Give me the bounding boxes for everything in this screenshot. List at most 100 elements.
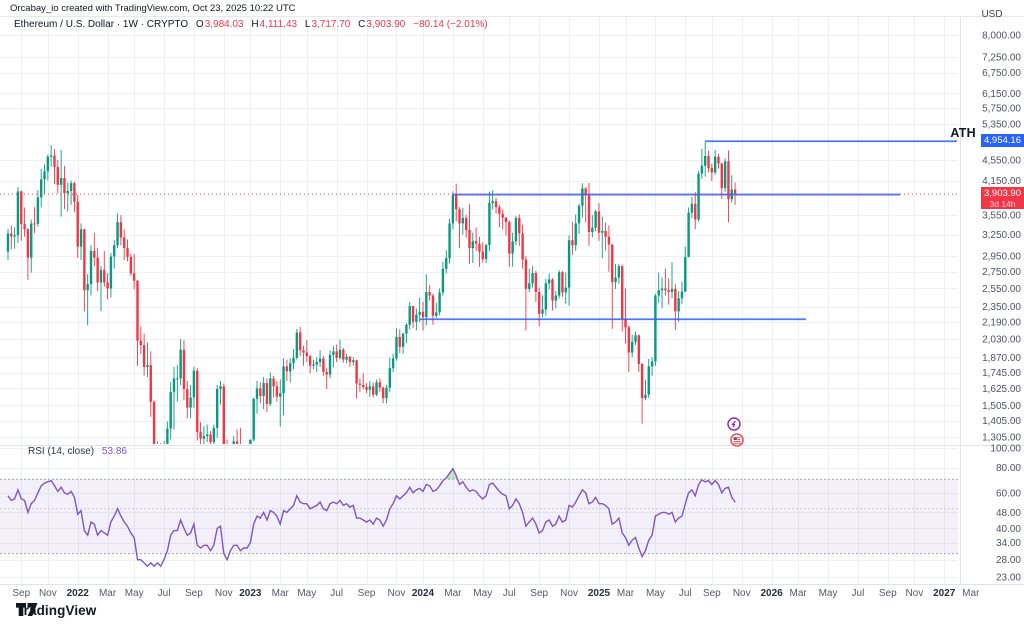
- symbol-legend: Ethereum / U.S. Dollar · 1W · CRYPTO O3,…: [14, 19, 488, 30]
- price-tick-label: 6,750.00: [982, 68, 1021, 79]
- price-tick-label: 1,305.00: [982, 433, 1021, 444]
- price-tick-label: 1,505.00: [982, 401, 1021, 412]
- time-tick-label: Nov: [560, 588, 578, 599]
- rsi-label: RSI (14, close): [28, 446, 95, 457]
- pane-separators: [0, 17, 1024, 585]
- rsi-band: [0, 478, 958, 555]
- rsi-tick-label: 23.00: [996, 572, 1021, 583]
- price-tick-label: 3,250.00: [982, 230, 1021, 241]
- grid-lines: [0, 17, 958, 584]
- high-label: H: [251, 19, 259, 30]
- last-price-badge: 3,903.90 3d 14h: [981, 187, 1024, 209]
- tradingview-logo-text: TradingView: [16, 603, 97, 618]
- open-value: 3,984.03: [204, 19, 244, 30]
- time-tick-label: Nov: [215, 588, 233, 599]
- change-value: −80.14 (−2.01%): [413, 19, 488, 30]
- price-tick-label: 8,000.00: [982, 31, 1021, 42]
- us-flag-event-icon[interactable]: [730, 433, 744, 447]
- time-tick-label: Sep: [12, 588, 30, 599]
- time-tick-label: Sep: [185, 588, 203, 599]
- rsi-tick-label: 80.00: [996, 463, 1021, 474]
- time-tick-label: Nov: [905, 588, 923, 599]
- time-tick-label: Mar: [962, 588, 980, 599]
- rsi-line: [7, 467, 736, 568]
- time-tick-label: Sep: [530, 588, 548, 599]
- time-axis[interactable]: Sep Nov 2022 Mar May Jul Sep Nov 2023 Mar May Jul Se…: [12, 588, 980, 599]
- price-tick-label: 2,550.00: [982, 284, 1021, 295]
- time-tick-label: Jul: [852, 588, 865, 599]
- time-tick-label: 2024: [412, 588, 435, 599]
- currency-label: USD: [981, 9, 1003, 20]
- time-tick-label: Sep: [358, 588, 376, 599]
- last-price-value: 3,903.90: [984, 188, 1021, 199]
- time-tick-label: Mar: [617, 588, 635, 599]
- time-tick-label: Nov: [388, 588, 406, 599]
- high-value: 4,111.43: [259, 19, 298, 30]
- price-tick-label: 5,350.00: [982, 120, 1021, 131]
- price-tick-label: 2,950.00: [982, 252, 1021, 263]
- time-tick-label: Jul: [330, 588, 343, 599]
- rsi-tick-label: 28.00: [996, 555, 1021, 566]
- header-divider: [0, 16, 1024, 17]
- price-tick-label: 1,870.00: [982, 353, 1021, 364]
- time-tick-label: Jul: [679, 588, 692, 599]
- open-label: O: [195, 19, 204, 30]
- price-tick-label: 1,625.00: [982, 384, 1021, 395]
- price-tick-label: 4,150.00: [982, 176, 1021, 187]
- purple-event-icon[interactable]: [727, 417, 741, 431]
- tradingview-logo-icon: [16, 603, 38, 616]
- symbol-title: Ethereum / U.S. Dollar · 1W · CRYPTO: [14, 19, 189, 30]
- attribution-text: Orcabay_io created with TradingView.com,…: [10, 3, 296, 14]
- price-tick-label: 2,030.00: [982, 335, 1021, 346]
- price-tick-label: 4,550.00: [982, 156, 1021, 167]
- rsi-tick-label: 60.00: [996, 488, 1021, 499]
- close-value: 3,903.90: [366, 19, 406, 30]
- time-tick-label: May: [125, 588, 144, 599]
- bar-countdown: 3d 14h: [989, 199, 1016, 209]
- low-label: L: [304, 19, 311, 30]
- time-tick-label: 2025: [588, 588, 611, 599]
- ath-price-badge: 4,954.16: [981, 134, 1024, 147]
- price-tick-label: 1,745.00: [982, 368, 1021, 379]
- price-tick-label: 5,750.00: [982, 104, 1021, 115]
- price-tick-label: 1,405.00: [982, 416, 1021, 427]
- time-tick-label: May: [819, 588, 838, 599]
- price-tick-label: 2,750.00: [982, 267, 1021, 278]
- time-tick-label: 2027: [933, 588, 956, 599]
- rsi-indicator-legend: RSI (14, close) 53.86: [28, 446, 127, 457]
- time-tick-label: May: [473, 588, 492, 599]
- time-tick-label: 2023: [239, 588, 262, 599]
- time-tick-label: May: [646, 588, 665, 599]
- ath-annotation: ATH: [950, 126, 976, 140]
- time-tick-label: Mar: [444, 588, 462, 599]
- rsi-tick-label: 48.00: [996, 508, 1021, 519]
- time-tick-label: 2026: [760, 588, 783, 599]
- time-tick-label: Mar: [99, 588, 117, 599]
- price-tick-label: 2,350.00: [982, 302, 1021, 313]
- time-tick-label: Mar: [272, 588, 290, 599]
- candlestick-series: [6, 141, 737, 444]
- time-tick-label: Jul: [158, 588, 171, 599]
- rsi-tick-label: 100.00: [990, 444, 1021, 455]
- tradingview-logo: TradingView: [16, 603, 96, 618]
- price-tick-label: 6,150.00: [982, 89, 1021, 100]
- time-tick-label: Jul: [503, 588, 516, 599]
- horizontal-rays[interactable]: [419, 140, 957, 321]
- close-label: C: [358, 19, 366, 30]
- rsi-value: 53.86: [101, 446, 127, 457]
- rsi-tick-label: 34.00: [996, 538, 1021, 549]
- time-tick-label: 2022: [67, 588, 90, 599]
- price-axis[interactable]: 8,000.00 7,250.00 6,750.00 6,150.00 5,750.00…: [982, 31, 1021, 584]
- rsi-tick-label: 40.00: [996, 524, 1021, 535]
- price-tick-label: 3,550.00: [982, 211, 1021, 222]
- time-tick-label: Mar: [790, 588, 808, 599]
- time-tick-label: May: [297, 588, 316, 599]
- event-markers[interactable]: [727, 417, 744, 447]
- time-tick-label: Nov: [39, 588, 57, 599]
- time-tick-label: Nov: [733, 588, 751, 599]
- time-tick-label: Sep: [879, 588, 897, 599]
- low-value: 3,717.70: [311, 19, 351, 30]
- price-tick-label: 7,250.00: [982, 52, 1021, 63]
